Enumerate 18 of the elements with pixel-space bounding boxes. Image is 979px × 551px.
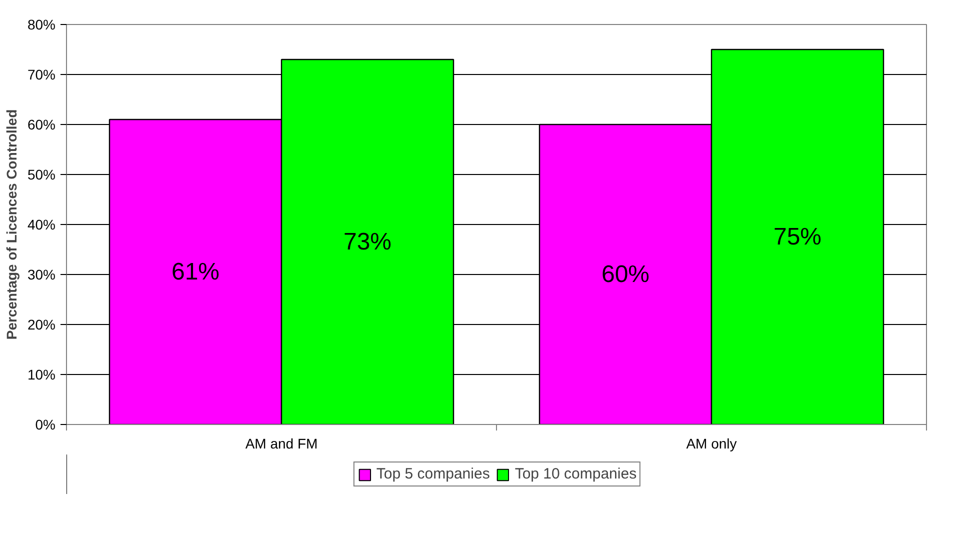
x-tick-label: AM and FM (245, 436, 318, 452)
y-tick-label: 80% (27, 16, 56, 32)
legend-label: Top 5 companies (376, 466, 490, 482)
y-tick-label: 50% (27, 166, 56, 182)
legend-label: Top 10 companies (514, 466, 637, 482)
y-tick-label: 10% (27, 366, 56, 382)
y-tick-label: 30% (27, 266, 56, 282)
data-label: 61% (171, 258, 220, 286)
x-tick-label: AM only (686, 436, 737, 452)
data-label: 73% (343, 228, 392, 256)
y-tick-label: 0% (35, 416, 56, 432)
y-tick-label: 60% (27, 116, 56, 132)
y-tick-label: 70% (27, 66, 56, 82)
data-label: 60% (601, 261, 650, 288)
y-tick-label: 40% (27, 216, 56, 232)
y-tick-label: 20% (27, 316, 56, 332)
y-axis-title: Percentage of Licences Controlled (3, 109, 20, 340)
data-label: 75% (773, 224, 822, 250)
